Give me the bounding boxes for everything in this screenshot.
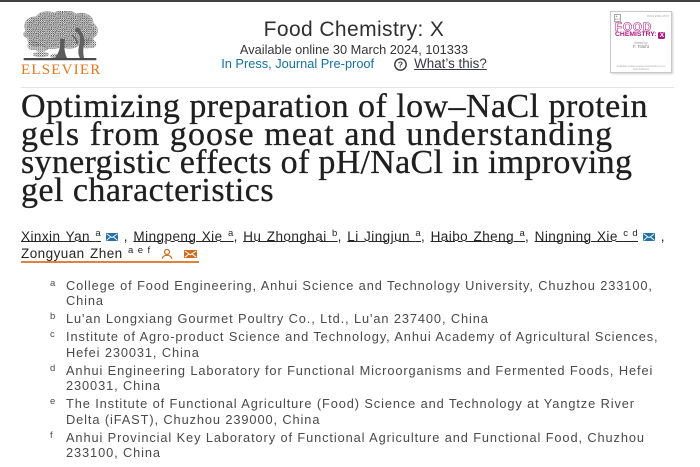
svg-text:?: ? — [398, 59, 403, 69]
